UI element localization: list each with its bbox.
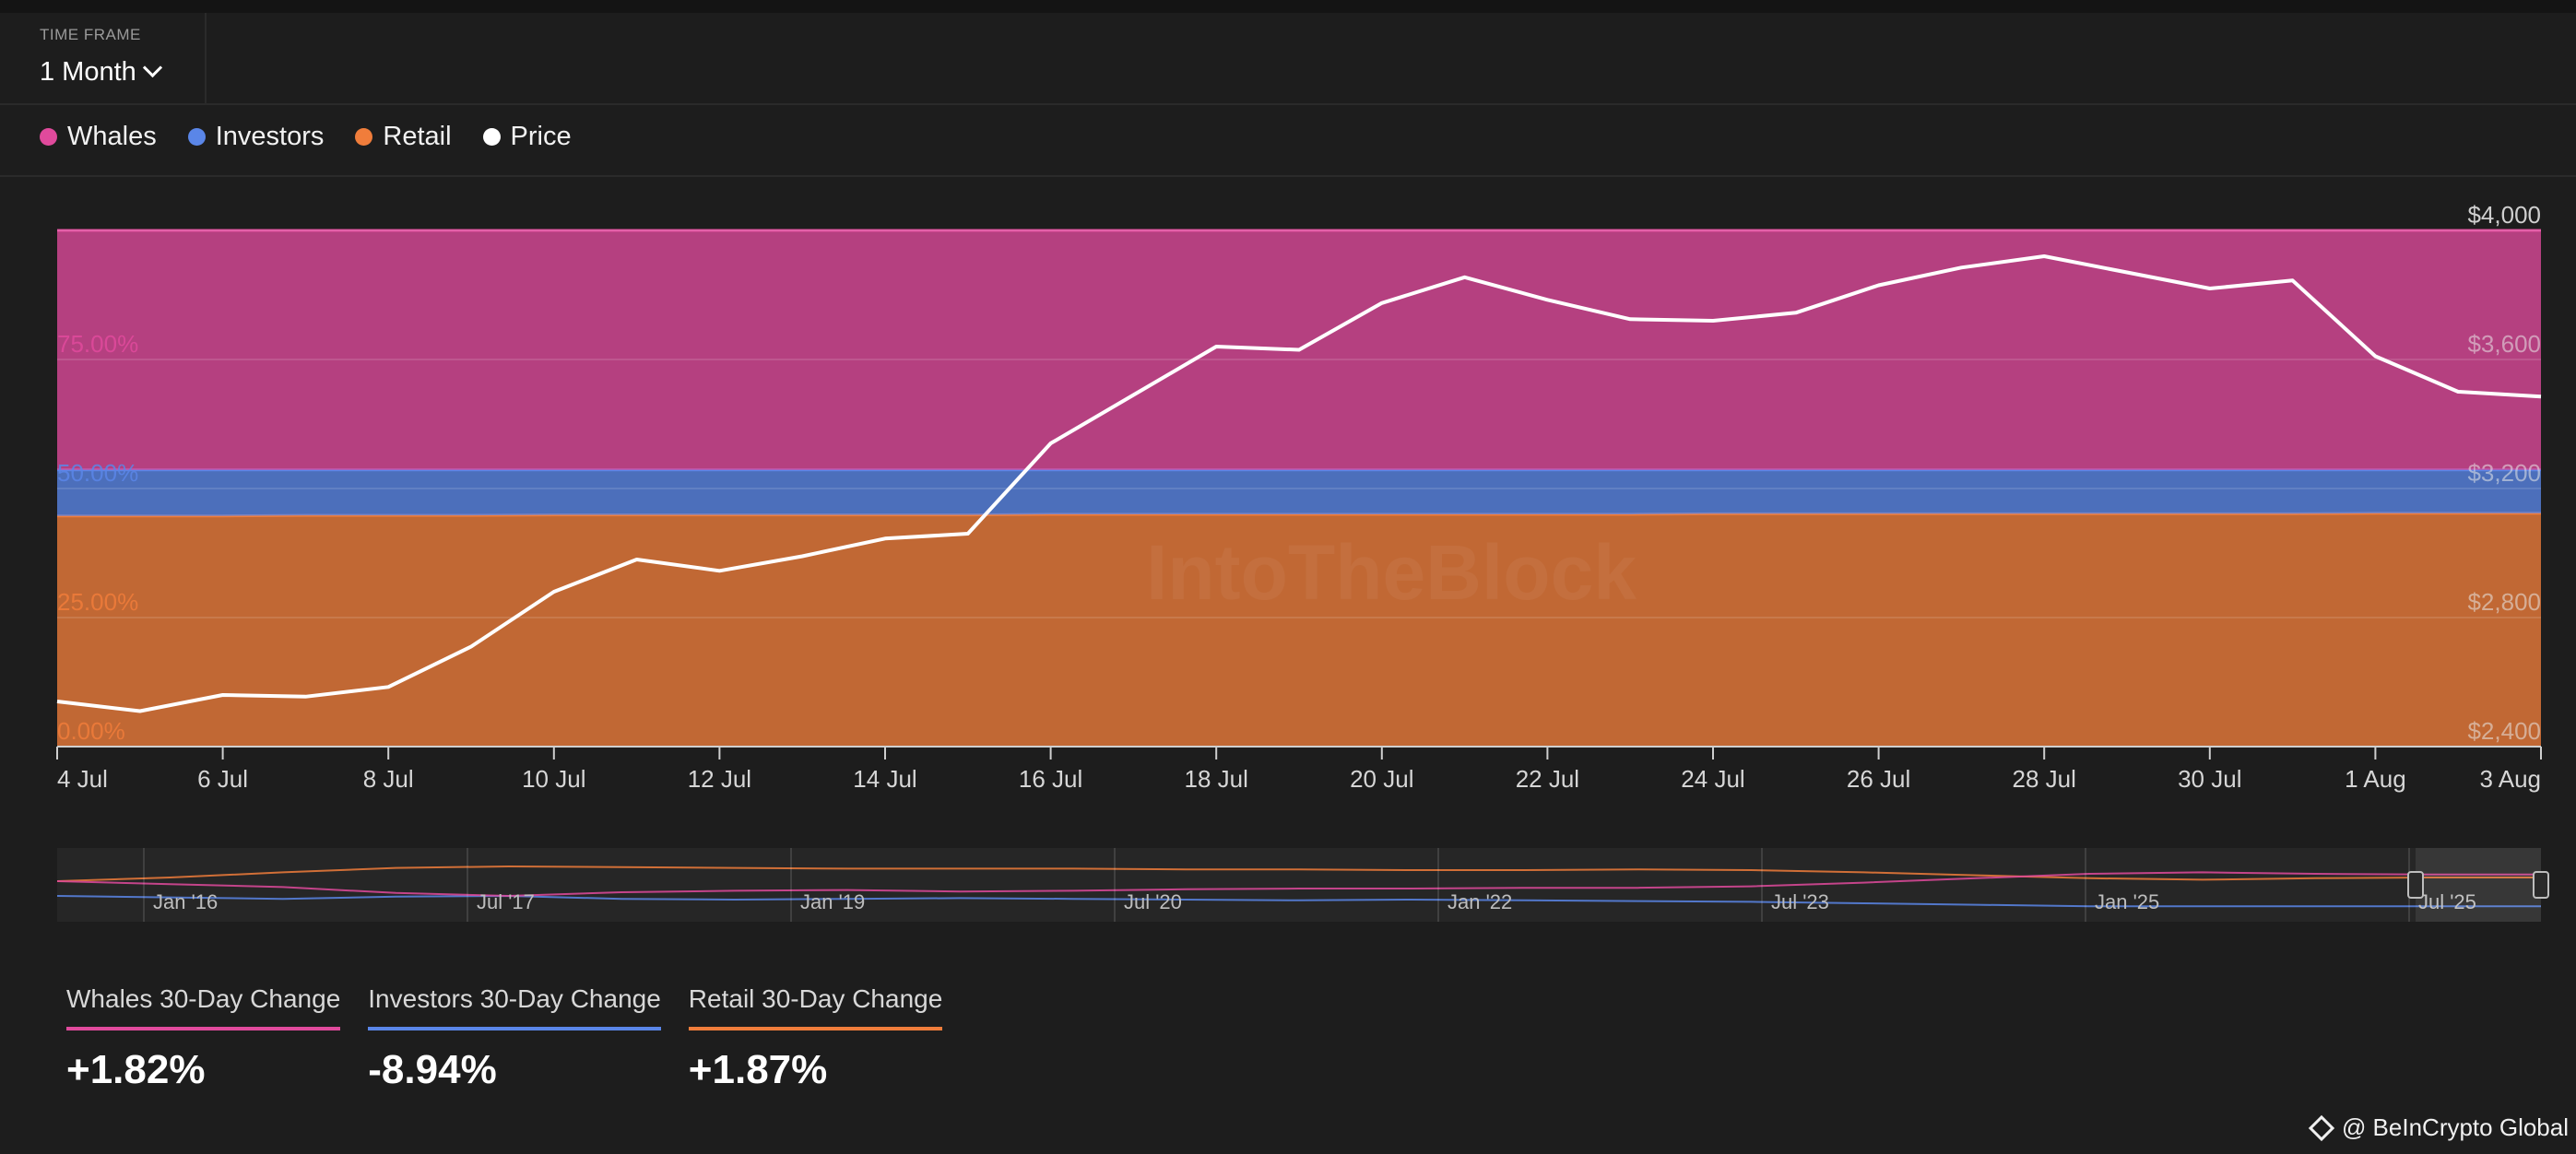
legend-item-retail[interactable]: Retail [355, 122, 452, 152]
x-tick-label: 8 Jul [363, 765, 414, 793]
x-tick-label: 24 Jul [1681, 765, 1744, 793]
y-right-tick-label: $3,200 [2467, 459, 2541, 487]
navigator-handle [2533, 871, 2549, 899]
stat-value-investors: -8.94% [368, 1047, 497, 1092]
x-tick-label: 18 Jul [1185, 765, 1248, 793]
x-tick-label: 26 Jul [1847, 765, 1910, 793]
investors-dot-icon [187, 128, 206, 146]
stats-row: Whales 30-Day Change +1.82% Investors 30… [66, 984, 943, 1093]
x-tick-label: 4 Jul [57, 765, 108, 793]
x-tick-label: 6 Jul [197, 765, 248, 793]
navigator-handle [2407, 871, 2424, 899]
y-right-tick-label: $4,000 [2467, 201, 2541, 229]
y-right-tick-label: $2,400 [2467, 717, 2541, 745]
y-right-tick-label: $3,600 [2467, 330, 2541, 358]
navigator-label: Jan '22 [1448, 890, 1512, 913]
y-left-tick-label: 75.00% [57, 330, 138, 358]
time-frame-label: TIME FRAME [40, 26, 141, 43]
legend: Whales Investors Retail Price [40, 122, 572, 152]
divider [0, 103, 2576, 105]
whales-dot-icon [40, 128, 57, 146]
chevron-down-icon [142, 57, 162, 78]
price-dot-icon [482, 128, 501, 146]
retail-dot-icon [355, 128, 373, 146]
x-tick-label: 30 Jul [2178, 765, 2241, 793]
area-investors [57, 469, 2541, 516]
x-tick-label: 1 Aug [2345, 765, 2406, 793]
credit-text: @ BeInCrypto Global [2341, 1113, 2569, 1141]
x-tick-label: 20 Jul [1350, 765, 1413, 793]
x-tick-label: 3 Aug [2479, 765, 2541, 793]
divider [0, 175, 2576, 177]
stat-investors: Investors 30-Day Change -8.94% [368, 984, 661, 1093]
navigator-label: Jan '25 [2095, 890, 2159, 913]
time-frame-panel: TIME FRAME 1 Month [0, 13, 207, 103]
beincrypto-logo-icon [2308, 1114, 2335, 1141]
legend-label-price: Price [510, 122, 572, 151]
x-tick-label: 10 Jul [522, 765, 585, 793]
navigator-line-investors [56, 894, 2541, 908]
y-left-tick-label: 50.00% [57, 459, 138, 487]
navigator-label: Jul '25 [2418, 890, 2476, 913]
stat-whales: Whales 30-Day Change +1.82% [66, 984, 341, 1093]
y-left-tick-label: 0.00% [57, 717, 125, 745]
navigator-label: Jan '16 [153, 890, 218, 913]
stat-title-retail: Retail 30-Day Change [688, 984, 943, 1030]
price-line [56, 254, 2542, 713]
time-frame-dropdown[interactable]: 1 Month [40, 57, 162, 88]
stat-value-whales: +1.82% [66, 1047, 206, 1092]
y-left-tick-label: 25.00% [57, 588, 138, 616]
stat-retail: Retail 30-Day Change +1.87% [688, 984, 943, 1093]
navigator-line-whales [56, 871, 2541, 898]
legend-label-investors: Investors [215, 122, 325, 151]
navigator-background [57, 848, 2541, 922]
holder-distribution-chart: IntoTheBlock 0.00% 25.00% 50.00% 75.00% $2,40… [56, 201, 2549, 922]
legend-item-price[interactable]: Price [482, 122, 572, 152]
navigator-label: Jul '20 [1124, 890, 1182, 913]
watermark: IntoTheBlock [1146, 529, 1637, 616]
legend-item-whales[interactable]: Whales [40, 122, 157, 152]
stat-title-whales: Whales 30-Day Change [66, 984, 341, 1030]
navigator-label: Jan '19 [800, 890, 865, 913]
legend-label-retail: Retail [383, 122, 452, 151]
stat-value-retail: +1.87% [688, 1047, 828, 1092]
y-right-tick-label: $2,800 [2467, 588, 2541, 616]
legend-item-investors[interactable]: Investors [187, 122, 325, 152]
x-tick-label: 28 Jul [2013, 765, 2076, 793]
x-tick-label: 14 Jul [853, 765, 916, 793]
navigator-label: Jul '17 [477, 890, 535, 913]
area-retail [57, 512, 2541, 747]
navigator-selection [2416, 848, 2541, 922]
time-frame-value: 1 Month [40, 57, 136, 87]
top-strip [0, 0, 2576, 13]
navigator-line-retail [56, 865, 2541, 882]
navigator-label: Jul '23 [1771, 890, 1829, 913]
legend-label-whales: Whales [67, 122, 157, 151]
x-tick-label: 22 Jul [1516, 765, 1579, 793]
x-tick-label: 12 Jul [688, 765, 751, 793]
x-tick-label: 16 Jul [1019, 765, 1082, 793]
credit: @ BeInCrypto Global [2308, 1113, 2569, 1142]
stat-title-investors: Investors 30-Day Change [368, 984, 661, 1030]
